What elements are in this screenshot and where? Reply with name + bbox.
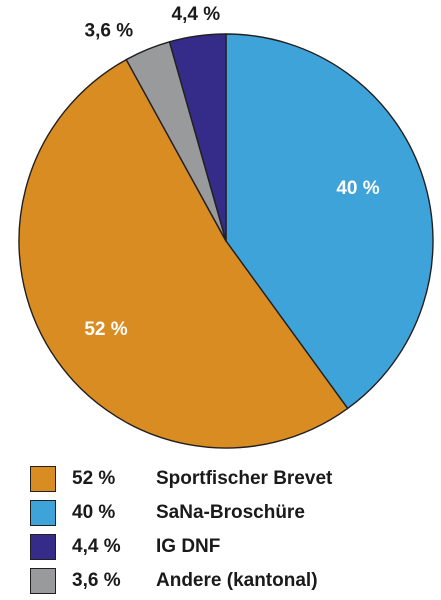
pie-slice-label: 40 % bbox=[336, 178, 379, 199]
legend-swatch bbox=[30, 534, 56, 560]
legend-label: Andere (kantonal) bbox=[156, 570, 318, 591]
pie-slice-label: 3,6 % bbox=[85, 20, 134, 41]
pie-slice-label: 52 % bbox=[84, 319, 127, 340]
pie-slice-ig-dnf bbox=[168, 33, 227, 242]
legend-swatch bbox=[30, 500, 56, 526]
legend-value: 52 % bbox=[72, 468, 116, 489]
legend-label: Sportfischer Brevet bbox=[156, 468, 333, 489]
legend-label: SaNa-Broschüre bbox=[156, 502, 305, 523]
legend-swatch bbox=[30, 568, 56, 594]
pie-slice-sportfischer-brevet bbox=[18, 58, 349, 449]
legend-value: 4,4 % bbox=[72, 536, 121, 557]
pie-labels: 40 % 52 % 3,6 % 4,4 % bbox=[84, 4, 379, 340]
legend-value: 40 % bbox=[72, 502, 116, 523]
legend-item: 3,6 % Andere (kantonal) bbox=[30, 564, 430, 598]
pie-chart: 40 % 52 % 3,6 % 4,4 % bbox=[18, 4, 434, 449]
pie-slices bbox=[18, 33, 434, 449]
legend-value: 3,6 % bbox=[72, 570, 121, 591]
legend-label: IG DNF bbox=[156, 536, 221, 557]
legend-item: 40 % SaNa-Broschüre bbox=[30, 496, 430, 530]
pie-slice-label: 4,4 % bbox=[172, 4, 221, 25]
legend-item: 4,4 % IG DNF bbox=[30, 530, 430, 564]
pie-slice-sana-brosch-re bbox=[225, 33, 434, 410]
legend-item: 52 % Sportfischer Brevet bbox=[30, 462, 430, 496]
legend: 52 % Sportfischer Brevet 40 % SaNa-Brosc… bbox=[30, 462, 430, 598]
legend-swatch bbox=[30, 466, 56, 492]
